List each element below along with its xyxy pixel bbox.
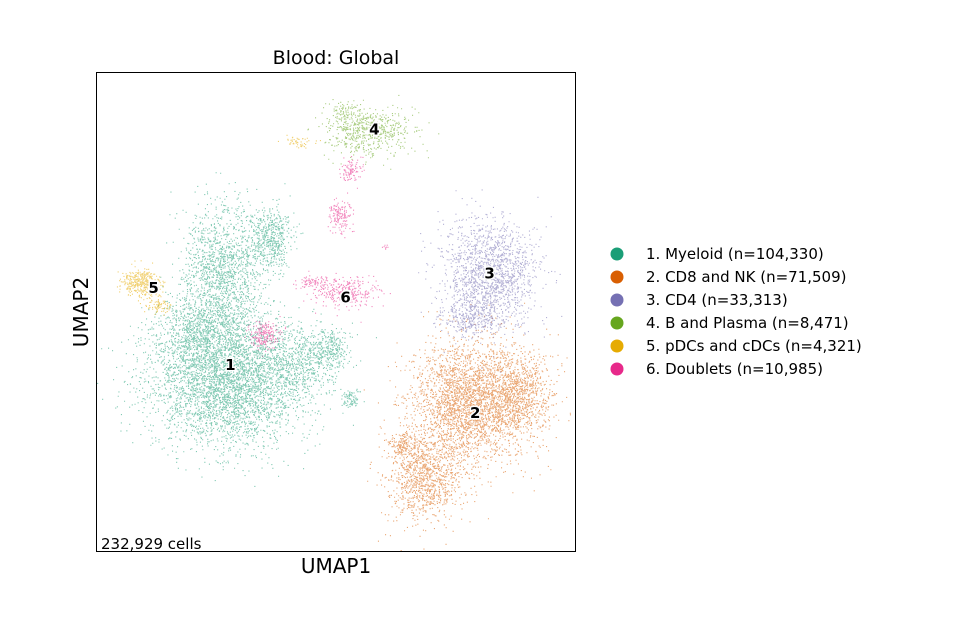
legend-item-3: 3. CD4 (n=33,313) — [610, 291, 788, 309]
scatter-series-1 — [97, 172, 377, 487]
legend-marker-5 — [610, 339, 624, 353]
scatter-series-4 — [307, 94, 440, 170]
legend-label-3: 3. CD4 (n=33,313) — [646, 291, 788, 309]
scatter-points-1 — [97, 172, 377, 487]
legend-label-5: 5. pDCs and cDCs (n=4,321) — [646, 337, 862, 355]
legend-item-4: 4. B and Plasma (n=8,471) — [610, 314, 849, 332]
plot-frame — [96, 72, 576, 552]
legend-item-1: 1. Myeloid (n=104,330) — [610, 245, 824, 263]
cluster-label-5: 5 — [148, 279, 158, 297]
legend-marker-1 — [610, 247, 624, 261]
legend-item-6: 6. Doublets (n=10,985) — [610, 360, 823, 378]
legend-marker-3 — [610, 293, 624, 307]
legend-label-4: 4. B and Plasma (n=8,471) — [646, 314, 849, 332]
legend-marker-2 — [610, 270, 624, 284]
legend-marker-6 — [610, 362, 624, 376]
y-axis-label: UMAP2 — [69, 277, 93, 347]
cluster-label-6: 6 — [340, 289, 350, 307]
legend: 1. Myeloid (n=104,330) 2. CD8 and NK (n=7… — [610, 245, 862, 378]
chart-title: Blood: Global — [273, 47, 400, 69]
cluster-label-4: 4 — [369, 121, 379, 139]
x-axis-label: UMAP1 — [301, 554, 371, 578]
scatter-series-3 — [418, 189, 563, 373]
legend-label-2: 2. CD8 and NK (n=71,509) — [646, 268, 847, 286]
legend-item-5: 5. pDCs and cDCs (n=4,321) — [610, 337, 862, 355]
legend-label-1: 1. Myeloid (n=104,330) — [646, 245, 824, 263]
cluster-label-2: 2 — [470, 404, 480, 422]
plot-area: 1 2 3 4 5 6 — [96, 72, 576, 552]
legend-marker-4 — [610, 316, 624, 330]
scatter-points-3 — [418, 189, 563, 373]
cluster-label-1: 1 — [225, 356, 235, 374]
legend-label-6: 6. Doublets (n=10,985) — [646, 360, 823, 378]
cluster-label-3: 3 — [484, 265, 494, 283]
cell-count-label: 232,929 cells — [101, 535, 202, 553]
cluster-labels: 1 2 3 4 5 6 — [147, 119, 496, 423]
scatter-points — [97, 94, 571, 552]
legend-item-2: 2. CD8 and NK (n=71,509) — [610, 268, 847, 286]
scatter-points-4 — [307, 94, 440, 170]
